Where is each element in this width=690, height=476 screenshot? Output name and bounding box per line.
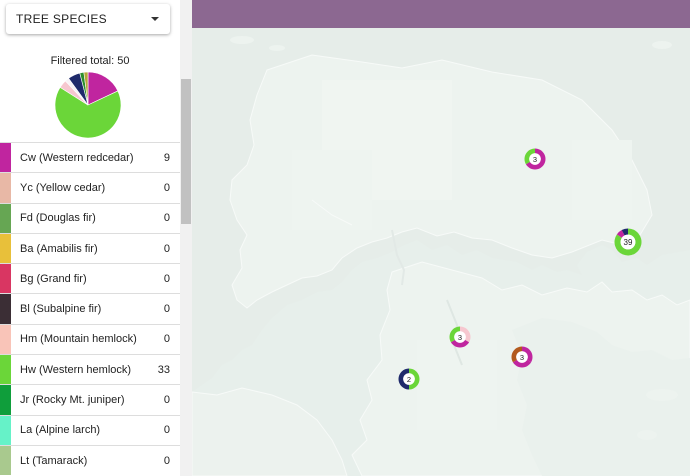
filtered-total: Filtered total: 50 bbox=[50, 55, 130, 67]
species-row[interactable]: Lt (Tamarack) 0 bbox=[0, 444, 180, 476]
species-row[interactable]: Bg (Grand fir) 0 bbox=[0, 263, 180, 294]
species-label: Yc (Yellow cedar) bbox=[20, 181, 106, 194]
species-color-swatch bbox=[0, 264, 11, 294]
cluster-count: 3 bbox=[520, 353, 524, 362]
map-cluster-marker[interactable]: 3 bbox=[449, 326, 471, 348]
species-color-swatch bbox=[0, 294, 11, 324]
species-count: 0 bbox=[163, 212, 170, 225]
species-row[interactable]: Hw (Western hemlock) 33 bbox=[0, 354, 180, 385]
tree-species-dropdown[interactable]: TREE SPECIES bbox=[6, 4, 170, 34]
species-label: Jr (Rocky Mt. juniper) bbox=[20, 394, 125, 407]
species-color-swatch bbox=[0, 415, 11, 445]
pie-slice-ol bbox=[83, 71, 89, 106]
species-color-swatch bbox=[0, 385, 11, 415]
cluster-segment bbox=[449, 326, 460, 343]
species-pie-chart bbox=[54, 71, 122, 139]
cluster-center bbox=[529, 153, 541, 165]
cluster-segment bbox=[450, 339, 470, 348]
cluster-segment bbox=[522, 346, 533, 363]
species-label: La (Alpine larch) bbox=[20, 424, 101, 437]
species-count: 0 bbox=[163, 424, 170, 437]
species-color-swatch bbox=[0, 143, 11, 173]
species-row[interactable]: Bl (Subalpine fir) 0 bbox=[0, 293, 180, 324]
species-row[interactable]: Fd (Douglas fir) 0 bbox=[0, 202, 180, 233]
basemap bbox=[192, 28, 690, 476]
species-label: Hm (Mountain hemlock) bbox=[20, 333, 137, 346]
cluster-count: 39 bbox=[624, 238, 633, 247]
tree-species-dropdown-label: TREE SPECIES bbox=[16, 12, 107, 26]
map-cluster-marker[interactable]: 2 bbox=[398, 368, 420, 390]
cluster-segment bbox=[621, 228, 628, 236]
species-row[interactable]: Cw (Western redcedar) 9 bbox=[0, 142, 180, 173]
map-cluster-marker[interactable]: 39 bbox=[614, 228, 642, 256]
cluster-segment bbox=[616, 230, 625, 238]
cluster-count: 2 bbox=[407, 375, 411, 384]
species-color-swatch bbox=[0, 173, 11, 203]
species-count: 0 bbox=[163, 303, 170, 316]
species-color-swatch bbox=[0, 203, 11, 233]
cluster-count: 3 bbox=[458, 333, 462, 342]
species-count: 9 bbox=[163, 151, 170, 164]
species-count: 0 bbox=[163, 181, 170, 194]
panel-scrollbar[interactable] bbox=[180, 0, 192, 476]
cluster-segment bbox=[614, 228, 642, 256]
cluster-segment bbox=[512, 359, 532, 368]
map-header-bar bbox=[192, 0, 690, 28]
species-label: Fd (Douglas fir) bbox=[20, 212, 96, 225]
species-color-swatch bbox=[0, 445, 11, 476]
species-count: 0 bbox=[163, 394, 170, 407]
species-count: 0 bbox=[163, 454, 170, 467]
scrollbar-thumb[interactable] bbox=[181, 79, 191, 224]
map-cluster-marker[interactable]: 3 bbox=[524, 148, 546, 170]
species-row[interactable]: Ba (Amabilis fir) 0 bbox=[0, 232, 180, 264]
pie-slice-hw bbox=[54, 86, 122, 139]
species-color-swatch bbox=[0, 233, 11, 264]
cluster-center bbox=[516, 351, 528, 363]
species-label: Lt (Tamarack) bbox=[20, 454, 88, 467]
cluster-segment bbox=[511, 346, 522, 363]
caret-down-icon bbox=[151, 17, 159, 21]
species-label: Cw (Western redcedar) bbox=[20, 151, 134, 164]
cluster-segment bbox=[460, 326, 471, 343]
species-filter-panel: TREE SPECIES Filtered total: 50 Cw (West… bbox=[0, 0, 192, 476]
species-count: 0 bbox=[163, 272, 170, 285]
species-row[interactable]: La (Alpine larch) 0 bbox=[0, 414, 180, 445]
map-view[interactable]: 3 39 3 3 2 bbox=[192, 0, 690, 476]
cluster-center bbox=[403, 373, 415, 385]
species-label: Bl (Subalpine fir) bbox=[20, 303, 102, 316]
species-count: 33 bbox=[157, 363, 170, 376]
map-cluster-marker[interactable]: 3 bbox=[511, 346, 533, 368]
cluster-segment bbox=[524, 148, 535, 165]
species-color-swatch bbox=[0, 355, 11, 385]
cluster-segment bbox=[409, 368, 420, 390]
species-count: 0 bbox=[163, 242, 170, 255]
species-row[interactable]: Yc (Yellow cedar) 0 bbox=[0, 172, 180, 203]
cluster-segment bbox=[398, 368, 409, 390]
species-label: Ba (Amabilis fir) bbox=[20, 242, 98, 255]
species-count: 0 bbox=[163, 333, 170, 346]
cluster-segment bbox=[525, 148, 546, 170]
cluster-center bbox=[454, 331, 466, 343]
species-label: Hw (Western hemlock) bbox=[20, 363, 132, 376]
cluster-count: 3 bbox=[533, 155, 537, 164]
species-color-swatch bbox=[0, 324, 11, 355]
species-list: Cw (Western redcedar) 9 Yc (Yellow cedar) 0… bbox=[0, 142, 180, 476]
species-label: Bg (Grand fir) bbox=[20, 272, 87, 285]
cluster-center bbox=[620, 234, 636, 250]
species-row[interactable]: Jr (Rocky Mt. juniper) 0 bbox=[0, 384, 180, 415]
species-row[interactable]: Hm (Mountain hemlock) 0 bbox=[0, 323, 180, 355]
